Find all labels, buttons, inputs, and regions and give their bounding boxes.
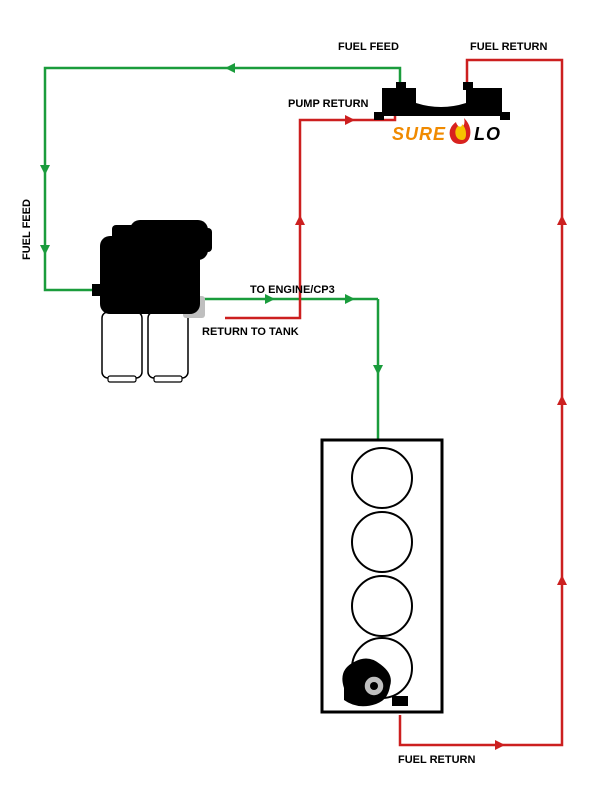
engine-block [322, 440, 442, 712]
sureflo-sump [374, 82, 510, 120]
flow-lines [40, 60, 567, 750]
label-to-engine: TO ENGINE/CP3 [250, 284, 335, 296]
svg-text:LO: LO [474, 124, 501, 144]
label-fuel-feed-side: FUEL FEED [21, 199, 33, 260]
pump-filter-assembly [92, 220, 212, 382]
sureflo-logo: SURE LO [392, 118, 501, 144]
svg-text:SURE: SURE [392, 124, 446, 144]
fuel-system-diagram: FUEL FEED FUEL RETURN PUMP RETURN FUEL F… [0, 0, 600, 795]
label-fuel-return-top: FUEL RETURN [470, 41, 547, 53]
label-pump-return: PUMP RETURN [288, 98, 369, 110]
label-fuel-return-bot: FUEL RETURN [398, 754, 475, 766]
label-fuel-feed-top: FUEL FEED [338, 41, 399, 53]
label-return-to-tank: RETURN TO TANK [202, 326, 299, 338]
